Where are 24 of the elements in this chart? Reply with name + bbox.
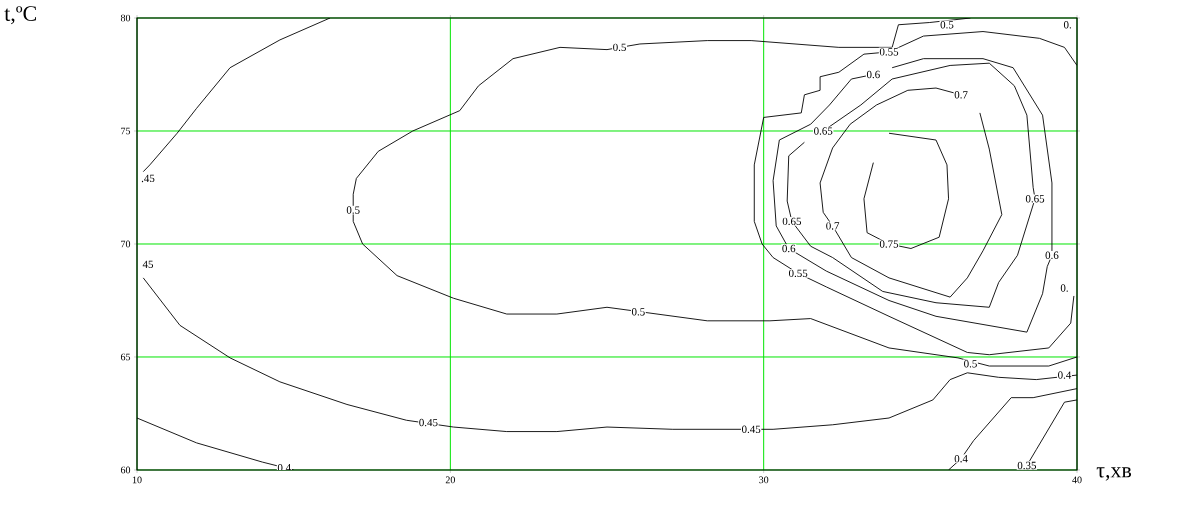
annotation: 0.5 [346,206,360,214]
y-tick-label: 80 [120,14,131,22]
y-tick-label: 60 [120,466,131,474]
annotation: .45 [141,174,155,183]
y-tick-label: 65 [120,353,131,361]
annotation: 0.4 [1058,371,1072,379]
annotation: 0.45 [741,425,761,434]
annotation: 0.65 [782,217,802,226]
annotation: 0.5 [631,308,645,316]
annotation: 0.5 [613,43,626,52]
y-tick-label: 75 [121,127,131,135]
y-tick-label: 70 [121,240,131,248]
y-axis-title: t,ºC [4,6,36,25]
annotation: 0.45 [419,418,438,427]
x-tick-label: 20 [445,476,455,484]
x-tick-label: 40 [1072,476,1082,484]
annotation: 0. [1063,21,1071,29]
annotation: 0.5 [940,21,954,29]
x-axis-title: τ,хв [1096,467,1132,481]
x-tick-label: 10 [132,476,142,484]
annotation: 0. [1060,284,1068,292]
annotation: 0.5 [964,360,977,368]
annotation: 45 [142,260,154,268]
x-tick-label: 30 [759,476,769,484]
